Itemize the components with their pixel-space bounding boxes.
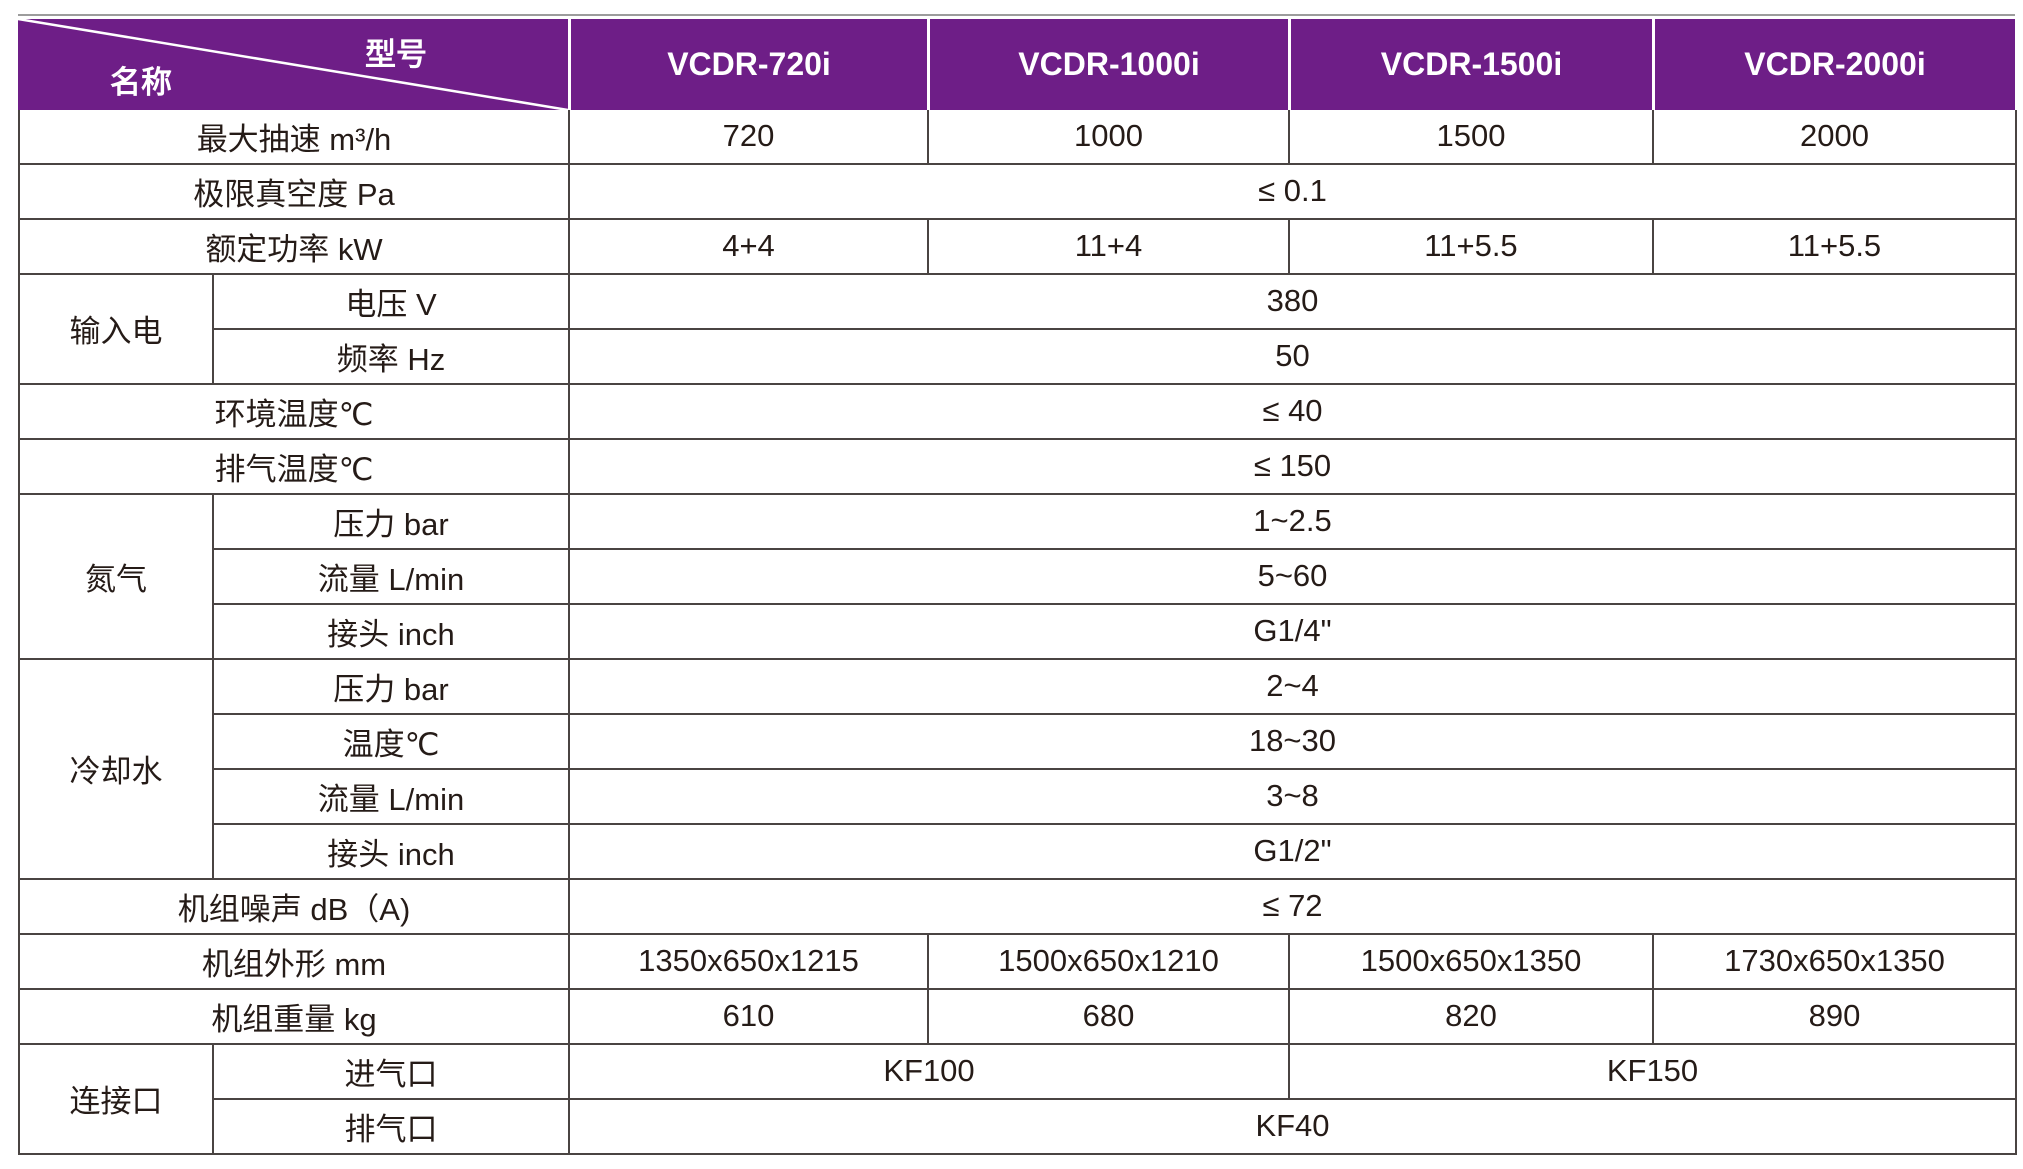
row-cooling-water-temp: 温度℃ 18~30 xyxy=(19,712,2017,770)
row-max-speed: 最大抽速 m³/h 720 1000 1500 2000 xyxy=(18,110,2017,165)
rated-power-value-1000i: 11+4 xyxy=(927,217,1290,275)
outlet-port-value: KF40 xyxy=(568,1097,2017,1156)
top-divider-line xyxy=(18,14,2015,16)
max-speed-value-1500i: 1500 xyxy=(1288,110,1654,165)
row-cooling-water-pressure: 冷却水 压力 bar 2~4 xyxy=(18,657,2017,880)
voltage-label: 电压 V xyxy=(212,272,570,330)
cooling-water-pressure-value: 2~4 xyxy=(568,657,2017,715)
max-speed-value-2000i: 2000 xyxy=(1652,110,2017,165)
noise-label: 机组噪声 dB（A) xyxy=(18,877,570,935)
row-weight: 机组重量 kg 610 680 820 890 xyxy=(18,987,2017,1045)
frequency-label: 频率 Hz xyxy=(212,327,570,385)
ports-group-label: 连接口 xyxy=(18,1042,214,1156)
spec-table: 最大抽速 m³/h 720 1000 1500 2000 极限真空度 Pa ≤ … xyxy=(18,110,2017,1156)
dimensions-value-1000i: 1500x650x1210 xyxy=(927,932,1290,990)
ultimate-vacuum-label: 极限真空度 Pa xyxy=(18,162,570,220)
frequency-value: 50 xyxy=(568,327,2017,385)
cooling-water-pressure-label: 压力 bar xyxy=(212,657,570,715)
inlet-port-value-small: KF100 xyxy=(568,1042,1290,1100)
voltage-value: 380 xyxy=(568,272,2017,330)
noise-value: ≤ 72 xyxy=(568,877,2017,935)
ambient-temp-label: 环境温度℃ xyxy=(18,382,570,440)
row-input-power-voltage: 输入电 电压 V 380 xyxy=(18,272,2017,385)
cooling-water-flow-label: 流量 L/min xyxy=(212,767,570,825)
max-speed-value-720i: 720 xyxy=(568,110,929,165)
weight-label: 机组重量 kg xyxy=(18,987,570,1045)
weight-value-1000i: 680 xyxy=(927,987,1290,1045)
row-ambient-temp: 环境温度℃ ≤ 40 xyxy=(18,382,2017,440)
nitrogen-flow-value: 5~60 xyxy=(568,547,2017,605)
row-nitrogen-flow: 流量 L/min 5~60 xyxy=(19,547,2017,605)
cooling-water-temp-label: 温度℃ xyxy=(212,712,570,770)
cooling-water-flow-value: 3~8 xyxy=(568,767,2017,825)
row-nitrogen-pressure: 氮气 压力 bar 1~2.5 xyxy=(18,492,2017,660)
row-ultimate-vacuum: 极限真空度 Pa ≤ 0.1 xyxy=(18,162,2017,220)
dimensions-value-2000i: 1730x650x1350 xyxy=(1652,932,2017,990)
weight-value-2000i: 890 xyxy=(1652,987,2017,1045)
ultimate-vacuum-value: ≤ 0.1 xyxy=(568,162,2017,220)
rated-power-value-2000i: 11+5.5 xyxy=(1652,217,2017,275)
row-outlet-port: 排气口 KF40 xyxy=(19,1097,2017,1156)
header-model-vcdr-720i: VCDR-720i xyxy=(568,19,927,110)
table-header-row: 型号 名称 VCDR-720i VCDR-1000i VCDR-1500i VC… xyxy=(18,19,2015,110)
nitrogen-pressure-label: 压力 bar xyxy=(212,492,570,550)
cooling-water-group-label: 冷却水 xyxy=(18,657,214,880)
nitrogen-pressure-value: 1~2.5 xyxy=(568,492,2017,550)
nitrogen-connector-label: 接头 inch xyxy=(212,602,570,660)
rated-power-label: 额定功率 kW xyxy=(18,217,570,275)
row-exhaust-temp: 排气温度℃ ≤ 150 xyxy=(18,437,2017,495)
row-cooling-water-connector: 接头 inch G1/2" xyxy=(19,822,2017,880)
ambient-temp-value: ≤ 40 xyxy=(568,382,2017,440)
header-corner-cell: 型号 名称 xyxy=(18,19,568,110)
exhaust-temp-label: 排气温度℃ xyxy=(18,437,570,495)
diagonal-divider-line xyxy=(18,19,568,110)
nitrogen-group-label: 氮气 xyxy=(18,492,214,660)
inlet-port-value-large: KF150 xyxy=(1288,1042,2017,1100)
row-noise: 机组噪声 dB（A) ≤ 72 xyxy=(18,877,2017,935)
row-cooling-water-flow: 流量 L/min 3~8 xyxy=(19,767,2017,825)
rated-power-value-720i: 4+4 xyxy=(568,217,929,275)
header-model-vcdr-1500i: VCDR-1500i xyxy=(1288,19,1652,110)
row-rated-power: 额定功率 kW 4+4 11+4 11+5.5 11+5.5 xyxy=(18,217,2017,275)
nitrogen-flow-label: 流量 L/min xyxy=(212,547,570,605)
nitrogen-connector-value: G1/4" xyxy=(568,602,2017,660)
input-power-group-label: 输入电 xyxy=(18,272,214,385)
header-model-vcdr-1000i: VCDR-1000i xyxy=(927,19,1288,110)
weight-value-1500i: 820 xyxy=(1288,987,1654,1045)
row-input-power-frequency: 频率 Hz 50 xyxy=(19,327,2017,385)
outlet-port-label: 排气口 xyxy=(212,1097,570,1156)
dimensions-value-720i: 1350x650x1215 xyxy=(568,932,929,990)
exhaust-temp-value: ≤ 150 xyxy=(568,437,2017,495)
corner-label-model: 型号 xyxy=(365,37,427,72)
row-dimensions: 机组外形 mm 1350x650x1215 1500x650x1210 1500… xyxy=(18,932,2017,990)
row-nitrogen-connector: 接头 inch G1/4" xyxy=(19,602,2017,660)
cooling-water-temp-value: 18~30 xyxy=(568,712,2017,770)
cooling-water-connector-value: G1/2" xyxy=(568,822,2017,880)
row-inlet-port: 连接口 进气口 KF100 KF150 xyxy=(18,1042,2017,1156)
weight-value-720i: 610 xyxy=(568,987,929,1045)
corner-label-name: 名称 xyxy=(110,65,172,100)
max-speed-label: 最大抽速 m³/h xyxy=(18,110,570,165)
header-model-vcdr-2000i: VCDR-2000i xyxy=(1652,19,2015,110)
dimensions-label: 机组外形 mm xyxy=(18,932,570,990)
inlet-port-label: 进气口 xyxy=(212,1042,570,1100)
max-speed-value-1000i: 1000 xyxy=(927,110,1290,165)
dimensions-value-1500i: 1500x650x1350 xyxy=(1288,932,1654,990)
rated-power-value-1500i: 11+5.5 xyxy=(1288,217,1654,275)
cooling-water-connector-label: 接头 inch xyxy=(212,822,570,880)
